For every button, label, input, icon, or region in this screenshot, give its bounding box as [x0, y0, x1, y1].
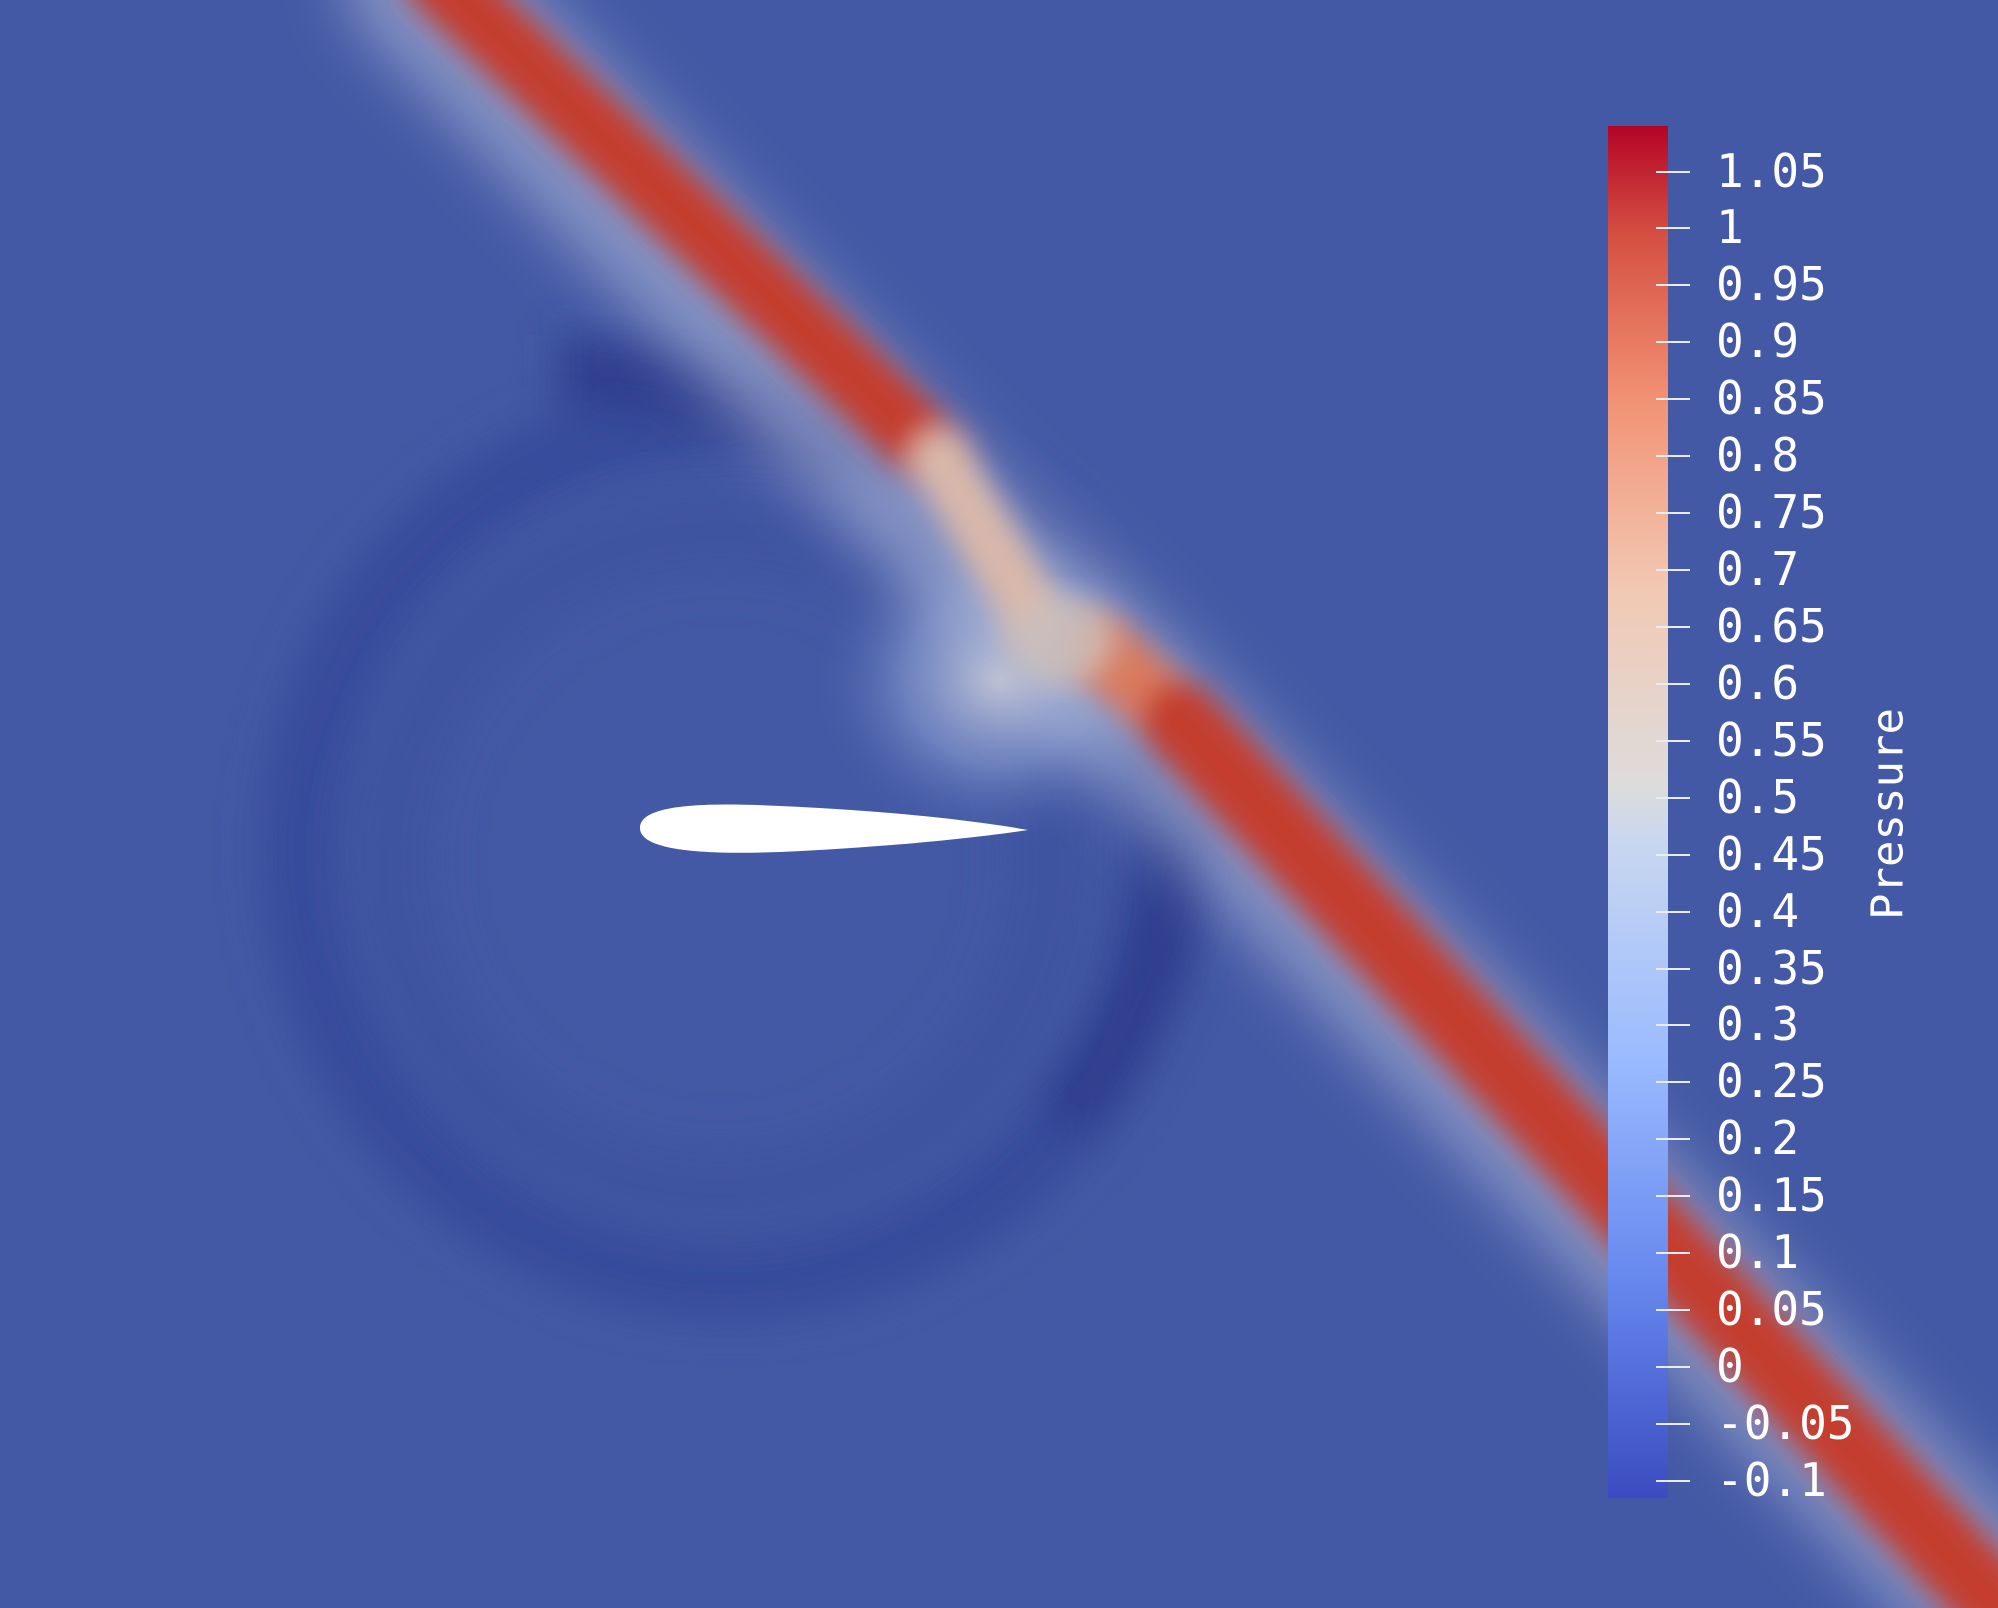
- colorbar-tick-label: 0.05: [1716, 1282, 1827, 1337]
- colorbar-tick-mark: [1656, 569, 1690, 572]
- colorbar-tick-label: 0.95: [1716, 257, 1827, 312]
- colorbar-tick-mark: [1656, 1138, 1690, 1141]
- colorbar-tick-label: 0.1: [1716, 1225, 1800, 1280]
- inner-pressure-ring: [360, 500, 1080, 1220]
- colorbar-tick-label: 0.8: [1716, 428, 1800, 483]
- colorbar-tick-mark: [1656, 170, 1690, 173]
- colorbar-gradient: [1608, 126, 1668, 1498]
- colorbar-tick-label: 0.7: [1716, 542, 1800, 597]
- colorbar-tick-label: 0.45: [1716, 826, 1827, 881]
- colorbar-tick-mark: [1656, 341, 1690, 344]
- colorbar-tick-mark: [1656, 1309, 1690, 1312]
- colorbar-tick-mark: [1656, 967, 1690, 970]
- colorbar-tick-label: 0.25: [1716, 1054, 1827, 1109]
- colorbar-legend: 1.05 1 0.95 0.9 0.85 0.8 0.75 0.7 0.65 0.6 0.55 0.5…: [1608, 124, 1988, 1507]
- colorbar-tick-label: 0.75: [1716, 485, 1827, 540]
- shock-band-upper: [411, 0, 1060, 640]
- colorbar-tick-mark: [1656, 853, 1690, 856]
- colorbar-tick-mark: [1656, 739, 1690, 742]
- shock-band-lower: [1065, 615, 1998, 1608]
- colorbar-tick-label: 0.55: [1716, 712, 1827, 767]
- airfoil-shape: [640, 804, 1028, 853]
- colorbar-tick-label: 0.4: [1716, 883, 1800, 938]
- colorbar-tick-mark: [1656, 910, 1690, 913]
- colorbar-tick-mark: [1656, 455, 1690, 458]
- colorbar-tick-mark: [1656, 227, 1690, 230]
- colorbar-tick-label: -0.1: [1716, 1452, 1827, 1507]
- colorbar-tick-label: 0.35: [1716, 940, 1827, 995]
- colorbar-tick-mark: [1656, 1366, 1690, 1369]
- colorbar-tick-label: 0.9: [1716, 314, 1800, 369]
- colorbar-tick-label: 0.65: [1716, 598, 1827, 653]
- colorbar-tick-mark: [1656, 1195, 1690, 1198]
- colorbar-tick-mark: [1656, 1081, 1690, 1084]
- colorbar-title: Pressure: [1862, 708, 1914, 920]
- colorbar-tick-mark: [1656, 682, 1690, 685]
- colorbar-tick-label: 0: [1716, 1339, 1744, 1394]
- colorbar-tick-mark: [1656, 1422, 1690, 1425]
- colorbar-tick-mark: [1656, 1024, 1690, 1027]
- colorbar-tick-mark: [1656, 512, 1690, 515]
- colorbar-tick-label: 0.15: [1716, 1168, 1827, 1223]
- colorbar-tick-mark: [1656, 1479, 1690, 1482]
- colorbar-tick-mark: [1656, 796, 1690, 799]
- colorbar-tick-label: 0.5: [1716, 769, 1800, 824]
- colorbar-tick-label: 0.2: [1716, 1111, 1800, 1166]
- colorbar-tick-label: 1: [1716, 200, 1744, 255]
- colorbar-tick-mark: [1656, 625, 1690, 628]
- colorbar-tick-label: 1.05: [1716, 143, 1827, 198]
- colorbar-tick-mark: [1656, 1252, 1690, 1255]
- colorbar-tick-mark: [1656, 398, 1690, 401]
- colorbar-tick-label: 0.6: [1716, 655, 1800, 710]
- colorbar-tick-mark: [1656, 284, 1690, 287]
- colorbar-tick-label: 0.85: [1716, 371, 1827, 426]
- colorbar-tick-label: 0.3: [1716, 997, 1800, 1052]
- shock-intersection: [1005, 595, 1115, 685]
- colorbar-tick-label: -0.05: [1716, 1395, 1855, 1450]
